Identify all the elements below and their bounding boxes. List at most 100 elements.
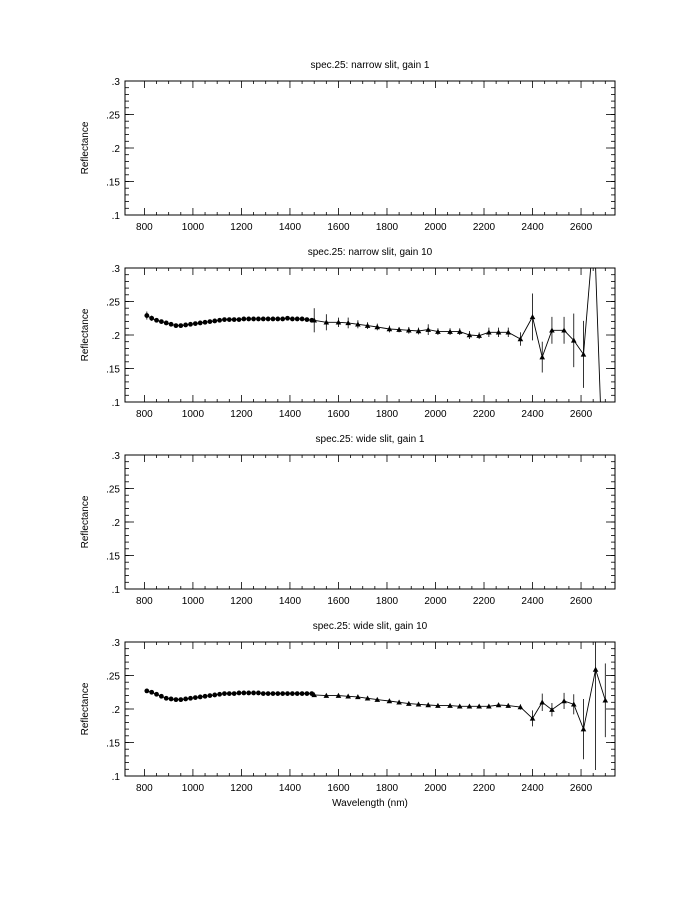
data-point bbox=[294, 316, 300, 322]
data-point bbox=[466, 703, 473, 709]
data-point bbox=[456, 328, 463, 334]
data-point bbox=[304, 691, 310, 696]
data-point bbox=[251, 316, 256, 322]
chart-title: spec.25: narrow slit, gain 1 bbox=[311, 60, 430, 71]
y-tick-label: .25 bbox=[106, 672, 120, 683]
x-tick-label: 800 bbox=[136, 222, 153, 233]
x-tick-label: 1000 bbox=[182, 783, 205, 794]
x-tick-label: 1800 bbox=[376, 596, 399, 607]
data-point bbox=[425, 326, 432, 332]
data-point bbox=[495, 329, 502, 335]
data-point bbox=[396, 326, 402, 332]
data-point bbox=[280, 691, 286, 696]
x-tick-label: 1400 bbox=[279, 596, 302, 607]
data-point bbox=[549, 327, 555, 333]
data-point bbox=[246, 690, 252, 696]
y-tick-label: .15 bbox=[106, 178, 120, 189]
x-tick-label: 1200 bbox=[230, 596, 253, 607]
x-tick-label: 1200 bbox=[230, 409, 253, 420]
data-point bbox=[241, 690, 247, 696]
data-point bbox=[260, 691, 266, 696]
data-point bbox=[265, 691, 271, 696]
chart-title: spec.25: wide slit, gain 10 bbox=[313, 621, 428, 632]
data-point bbox=[355, 321, 361, 327]
data-point bbox=[335, 692, 342, 698]
data-point bbox=[168, 696, 174, 702]
data-point bbox=[425, 702, 432, 708]
data-point bbox=[289, 316, 295, 322]
x-tick-label: 1600 bbox=[327, 409, 350, 420]
data-point bbox=[456, 703, 463, 709]
data-point bbox=[447, 328, 453, 334]
plot-frame bbox=[124, 454, 616, 590]
data-point bbox=[476, 332, 482, 338]
x-tick-label: 1400 bbox=[279, 222, 302, 233]
data-layer bbox=[144, 268, 606, 402]
y-tick-label: .3 bbox=[112, 638, 121, 649]
data-point bbox=[549, 706, 555, 712]
data-point bbox=[188, 695, 193, 701]
chart-panel-2: spec.25: narrow slit, gain 10 800 1000 1200… bbox=[80, 247, 616, 420]
data-point bbox=[183, 696, 189, 702]
y-tick-label: .3 bbox=[112, 264, 121, 275]
data-point bbox=[144, 313, 150, 318]
data-point bbox=[212, 692, 218, 698]
x-tick-label: 2200 bbox=[473, 222, 496, 233]
x-tick-label: 2000 bbox=[424, 783, 447, 794]
data-point bbox=[539, 354, 546, 360]
y-tick-label: .25 bbox=[106, 485, 120, 496]
data-point bbox=[241, 316, 247, 322]
data-point bbox=[386, 326, 393, 332]
series-line bbox=[146, 268, 606, 402]
data-layer bbox=[144, 642, 609, 770]
data-point bbox=[435, 328, 441, 334]
y-tick-label: .15 bbox=[106, 552, 120, 563]
data-point bbox=[192, 695, 198, 701]
data-point bbox=[226, 691, 232, 696]
x-tick-label: 1200 bbox=[230, 222, 253, 233]
data-point bbox=[529, 715, 536, 721]
data-point bbox=[246, 316, 252, 322]
data-point bbox=[486, 703, 492, 709]
x-tick-label: 800 bbox=[136, 783, 153, 794]
plot-frame bbox=[124, 641, 616, 777]
data-point bbox=[222, 691, 227, 696]
data-point bbox=[374, 696, 381, 702]
data-point bbox=[355, 694, 361, 700]
data-point bbox=[311, 317, 318, 323]
x-axis-label: Wavelength (nm) bbox=[332, 798, 408, 809]
series-line bbox=[146, 667, 606, 731]
y-axis-label: Reflectance bbox=[80, 121, 91, 174]
data-point bbox=[207, 693, 213, 698]
data-point bbox=[231, 691, 237, 696]
data-point bbox=[539, 699, 546, 705]
x-tick-label: 2200 bbox=[473, 596, 496, 607]
data-point bbox=[285, 315, 290, 321]
data-point bbox=[364, 695, 371, 701]
x-tick-label: 2400 bbox=[521, 783, 544, 794]
data-point bbox=[154, 691, 159, 697]
x-tick-label: 1800 bbox=[376, 783, 399, 794]
data-point bbox=[299, 316, 305, 322]
data-point bbox=[158, 319, 164, 324]
y-tick-label: .15 bbox=[106, 739, 120, 750]
chart-panel-1: spec.25: narrow slit, gain 1 800 1000 1200 1… bbox=[80, 60, 616, 233]
x-tick-label: 1600 bbox=[327, 596, 350, 607]
data-point bbox=[299, 691, 305, 696]
data-point bbox=[188, 321, 193, 327]
y-tick-label: .1 bbox=[112, 772, 121, 783]
data-point bbox=[345, 320, 351, 326]
y-tick-label: .1 bbox=[112, 585, 121, 596]
x-tick-label: 1000 bbox=[182, 222, 205, 233]
data-point bbox=[217, 691, 223, 697]
data-point bbox=[207, 319, 213, 324]
data-point bbox=[415, 701, 422, 707]
data-point bbox=[364, 322, 371, 328]
data-point bbox=[570, 337, 577, 343]
data-point bbox=[386, 698, 393, 704]
data-point bbox=[168, 321, 174, 327]
data-point bbox=[396, 699, 402, 705]
x-tick-label: 800 bbox=[136, 409, 153, 420]
data-point bbox=[406, 327, 412, 333]
x-tick-label: 1600 bbox=[327, 222, 350, 233]
